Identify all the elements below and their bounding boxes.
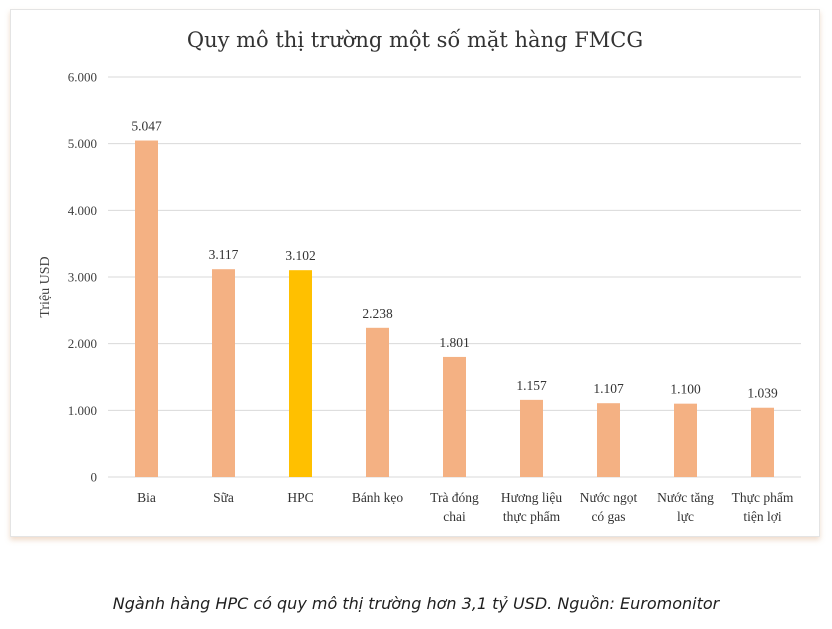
y-tick-label: 4.000 (68, 203, 97, 218)
y-axis-ticks: 0 1.000 2.000 3.000 4.000 5.000 6.000 (68, 70, 97, 485)
y-tick-label: 1.000 (68, 403, 97, 418)
x-axis-categories: Bia Sữa HPC Bánh kẹo Trà đóng chai Hương liệu t… (137, 490, 794, 524)
bar (289, 270, 312, 477)
data-label: 1.157 (516, 378, 547, 393)
data-label: 5.047 (131, 119, 162, 134)
chart-frame: Quy mô thị trường một số mặt hàng FMCG T… (10, 9, 820, 537)
bar (751, 407, 774, 477)
bar (443, 356, 466, 477)
y-tick-label: 0 (91, 470, 98, 485)
bar (674, 403, 697, 477)
category-label: Thực phẩm (732, 490, 794, 505)
category-label: tiện lợi (743, 509, 782, 524)
bar (366, 327, 389, 477)
category-label: Hương liệu (501, 490, 563, 505)
category-label: Nước tăng (657, 490, 714, 505)
figure-caption: Ngành hàng HPC có quy mô thị trường hơn … (112, 594, 720, 613)
category-label: lực (677, 509, 694, 524)
y-tick-label: 2.000 (68, 336, 97, 351)
category-label: Bia (137, 490, 156, 505)
data-label: 3.117 (209, 247, 239, 262)
category-label: Trà đóng (430, 490, 479, 505)
y-tick-label: 3.000 (68, 270, 97, 285)
y-axis-label: Triệu USD (38, 256, 53, 317)
y-tick-label: 6.000 (68, 70, 97, 85)
category-label: có gas (591, 509, 625, 524)
category-label: Bánh kẹo (352, 490, 404, 505)
data-label: 1.100 (670, 382, 701, 397)
data-label: 2.238 (362, 306, 393, 321)
category-label: HPC (287, 490, 313, 505)
data-label: 1.107 (593, 381, 624, 396)
category-label: thực phẩm (503, 509, 561, 524)
category-label: Nước ngọt (580, 490, 638, 505)
bars (135, 140, 774, 478)
data-label: 1.801 (439, 335, 469, 350)
bar (597, 403, 620, 477)
category-label: chai (443, 509, 466, 524)
bar-chart: Quy mô thị trường một số mặt hàng FMCG T… (38, 28, 801, 524)
category-label: Sữa (213, 490, 234, 505)
bar (135, 140, 158, 478)
bar (212, 269, 235, 477)
y-tick-label: 5.000 (68, 136, 97, 151)
data-label: 1.039 (747, 386, 778, 401)
data-label: 3.102 (285, 248, 315, 263)
chart-title: Quy mô thị trường một số mặt hàng FMCG (187, 28, 643, 52)
bar (520, 399, 543, 477)
data-labels: 5.047 3.117 3.102 2.238 1.801 1.157 1.107 1.100… (131, 119, 778, 401)
